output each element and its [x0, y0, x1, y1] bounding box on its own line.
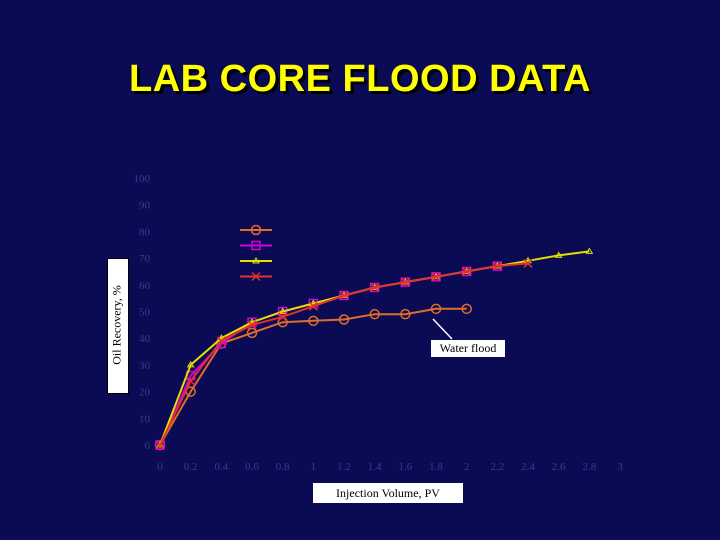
- data-point: [247, 317, 257, 327]
- y-tick-label: 30: [139, 360, 151, 372]
- data-point: [308, 298, 319, 309]
- y-tick-label: 50: [139, 307, 151, 319]
- data-point: [400, 277, 410, 287]
- legend-entry: [240, 224, 272, 236]
- x-tick-label: 0.4: [214, 461, 228, 473]
- series: [155, 258, 533, 450]
- data-point: [278, 312, 288, 322]
- x-tick-label: 2.2: [490, 461, 504, 473]
- legend: [240, 224, 272, 282]
- data-point: [155, 440, 165, 450]
- data-point: [250, 224, 262, 236]
- data-point: [247, 320, 257, 330]
- y-tick-label: 100: [134, 173, 151, 185]
- y-tick-label: 90: [139, 200, 151, 212]
- data-point: [400, 308, 411, 320]
- x-tick-label: 2: [464, 461, 470, 473]
- legend-entry: [240, 271, 272, 282]
- data-point: [308, 301, 318, 311]
- x-tick-label: 1.2: [337, 461, 351, 473]
- x-tick-label: 1.8: [429, 461, 443, 473]
- x-tick-label: 1.6: [398, 461, 412, 473]
- data-point: [278, 307, 287, 314]
- y-tick-label: 20: [139, 387, 151, 399]
- data-point: [492, 261, 502, 271]
- data-point: [431, 272, 441, 282]
- x-tick-label: 0.2: [184, 461, 198, 473]
- y-tick-label: 60: [139, 280, 151, 292]
- x-tick-label: 2.6: [552, 461, 566, 473]
- series-line: [159, 307, 467, 446]
- data-point: [251, 271, 261, 282]
- data-point: [252, 257, 260, 264]
- data-point: [338, 314, 350, 325]
- x-tick-label: 2.4: [521, 461, 535, 473]
- legend-entry: [240, 257, 272, 264]
- y-tick-label: 70: [139, 253, 151, 265]
- y-tick-label: 40: [139, 333, 151, 345]
- y-axis-label: Oil Recovery, %: [109, 285, 124, 365]
- data-point: [186, 376, 196, 386]
- y-tick-label: 0: [145, 440, 151, 452]
- y-tick-labels: 0 10 20 30 40 50 60 70 80 90 100: [134, 173, 151, 452]
- series-group: [154, 247, 594, 451]
- x-tick-label: 1: [311, 461, 317, 473]
- data-point: [308, 315, 319, 327]
- data-point: [339, 290, 349, 301]
- x-tick-label: 0.6: [245, 461, 259, 473]
- data-point: [251, 240, 261, 251]
- x-tick-label: 3: [617, 461, 623, 473]
- data-point: [461, 303, 472, 315]
- data-point: [370, 282, 380, 293]
- x-axis-label: Injection Volume, PV: [313, 483, 463, 503]
- annotation-arrow: [432, 318, 453, 340]
- data-point: [462, 266, 472, 276]
- series: [154, 303, 472, 451]
- y-tick-label: 80: [139, 226, 151, 238]
- x-tick-label: 1.4: [368, 461, 382, 473]
- x-tick-labels: 0 0.2 0.4 0.6 0.8 1 1.2 1.4 1.6 1.8 2 2.2 2.4 2.6 2.8 3: [157, 461, 623, 473]
- data-point: [277, 306, 288, 317]
- x-tick-label: 0.8: [276, 461, 290, 473]
- x-tick-label: 0: [157, 461, 163, 473]
- data-point: [369, 308, 380, 320]
- data-point: [216, 338, 227, 349]
- data-point: [585, 247, 594, 254]
- data-point: [554, 251, 563, 258]
- x-tick-label: 2.8: [582, 461, 596, 473]
- data-point: [523, 258, 533, 268]
- y-tick-label: 10: [139, 413, 151, 425]
- legend-entry: [240, 240, 272, 251]
- data-point: [216, 336, 226, 346]
- slide-title: LAB CORE FLOOD DATA: [129, 58, 591, 100]
- y-axis-label-box: [107, 258, 129, 394]
- data-point: [246, 327, 258, 339]
- data-point: [155, 440, 165, 450]
- annotation-label: Water flood: [431, 340, 505, 357]
- data-point: [430, 303, 442, 315]
- data-point: [186, 360, 195, 368]
